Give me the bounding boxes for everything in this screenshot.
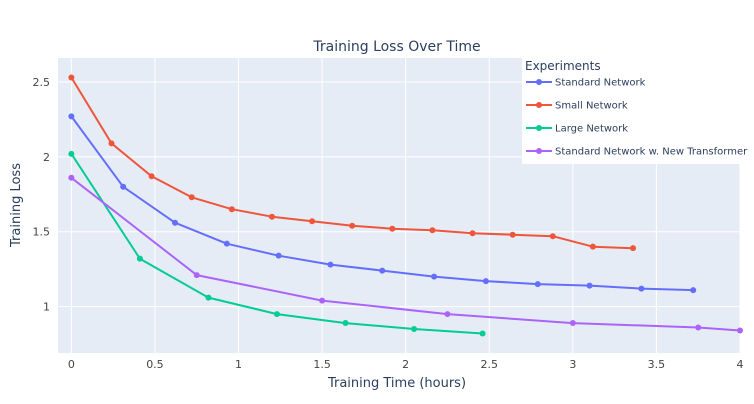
series-layer xyxy=(68,74,743,337)
x-tick-label: 2.5 xyxy=(481,358,499,371)
data-point xyxy=(695,324,702,331)
data-point xyxy=(479,330,486,337)
data-point xyxy=(342,320,349,327)
x-tick-label: 4 xyxy=(737,358,744,371)
legend-label: Large Network xyxy=(555,124,628,135)
data-point xyxy=(444,311,451,318)
data-point xyxy=(120,183,127,190)
legend-item[interactable]: Small Network xyxy=(526,101,628,112)
legend-label: Standard Network xyxy=(555,78,646,89)
data-point xyxy=(549,233,556,240)
data-point xyxy=(411,326,418,333)
legend-item[interactable]: Standard Network w. New Transformer xyxy=(526,147,748,158)
legend-swatch-marker xyxy=(536,125,542,131)
legend-label: Standard Network w. New Transformer xyxy=(555,147,748,158)
data-point xyxy=(690,287,697,294)
series-3 xyxy=(68,174,743,334)
data-point xyxy=(429,227,436,234)
data-point xyxy=(469,230,476,237)
x-tick-label: 0.5 xyxy=(146,358,164,371)
data-point xyxy=(482,278,489,285)
y-tick-label: 1.5 xyxy=(33,226,51,239)
data-point xyxy=(327,261,334,268)
x-tick-label: 2 xyxy=(402,358,409,371)
legend-label: Small Network xyxy=(555,101,628,112)
x-tick-label: 3 xyxy=(569,358,576,371)
data-point xyxy=(309,218,316,225)
x-axis-title: Training Time (hours) xyxy=(327,376,466,391)
series-1 xyxy=(68,74,637,252)
data-point xyxy=(68,150,75,157)
data-point xyxy=(228,206,235,213)
data-point xyxy=(268,213,275,220)
data-point xyxy=(534,281,541,288)
legend-item[interactable]: Large Network xyxy=(526,124,628,135)
data-point xyxy=(586,282,593,289)
data-point xyxy=(509,231,516,238)
y-tick-label: 1 xyxy=(43,301,50,314)
data-point xyxy=(223,240,230,247)
data-point xyxy=(389,225,396,232)
legend-swatch-marker xyxy=(536,148,542,154)
data-point xyxy=(569,320,576,327)
x-tick-label: 0 xyxy=(68,358,75,371)
data-point xyxy=(68,74,75,81)
legend-item[interactable]: Standard Network xyxy=(526,78,646,89)
x-tick-label: 3.5 xyxy=(648,358,666,371)
y-tick-labels: 1 1.5 2 2.5 xyxy=(33,76,51,314)
data-point xyxy=(349,222,356,229)
series-0 xyxy=(68,113,697,294)
x-tick-label: 1 xyxy=(235,358,242,371)
chart-title: Training Loss Over Time xyxy=(312,39,480,55)
y-tick-label: 2.5 xyxy=(33,76,51,89)
legend-items: Standard Network Small Network Large Netwo… xyxy=(526,78,748,158)
data-point xyxy=(589,243,596,250)
data-point xyxy=(172,219,179,226)
y-axis-title: Training Loss xyxy=(9,163,24,248)
data-point xyxy=(379,267,386,274)
x-tick-label: 1.5 xyxy=(313,358,331,371)
data-point xyxy=(630,245,637,252)
data-point xyxy=(638,285,645,292)
data-point xyxy=(275,252,282,259)
data-point xyxy=(68,113,75,120)
data-point xyxy=(737,327,743,334)
data-point xyxy=(193,272,200,279)
legend-swatch-marker xyxy=(536,102,542,108)
data-point xyxy=(148,173,155,180)
legend-background xyxy=(522,56,740,164)
x-tick-labels: 0 0.5 1 1.5 2 2.5 3 3.5 4 xyxy=(68,358,744,371)
data-point xyxy=(431,273,438,280)
data-point xyxy=(68,174,75,181)
legend-swatch-marker xyxy=(536,79,542,85)
data-point xyxy=(273,311,280,318)
legend: Experiments Standard Network Small Networ… xyxy=(522,56,748,164)
series-2 xyxy=(68,150,486,337)
y-tick-label: 2 xyxy=(43,151,50,164)
data-point xyxy=(108,140,115,147)
legend-title: Experiments xyxy=(525,59,601,73)
data-point xyxy=(319,297,326,304)
data-point xyxy=(188,194,195,201)
data-point xyxy=(136,255,143,262)
data-point xyxy=(205,294,212,301)
